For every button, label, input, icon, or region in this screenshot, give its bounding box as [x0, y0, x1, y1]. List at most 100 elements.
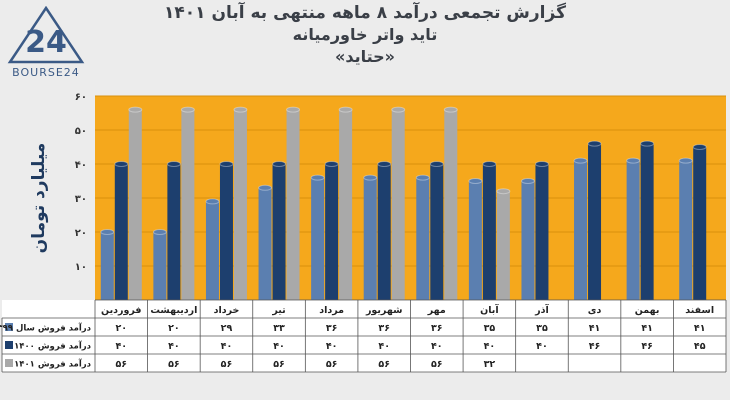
bar-cap-2	[640, 140, 655, 147]
bar-2	[377, 164, 391, 300]
y-tick-label: ۴۰	[75, 160, 87, 171]
bar-1	[311, 177, 325, 300]
chart-titles: گزارش تجمعی درآمد ۸ ماهه منتهی به آبان ۱…	[0, 2, 730, 68]
legend-swatch-1	[5, 323, 13, 331]
bar-cap-1	[100, 229, 115, 235]
bar-3	[181, 109, 195, 300]
bar-cap-1	[310, 174, 325, 181]
data-label: ۵۶	[326, 359, 338, 370]
y-tick-label: ۶۰	[75, 92, 87, 103]
bar-cap-1	[205, 198, 220, 205]
bar-1	[521, 181, 535, 300]
data-label: ۴۱	[641, 323, 653, 334]
bar-cap-2	[429, 161, 444, 167]
data-label: ۴۰	[484, 341, 496, 352]
chart-subtitle-company: تاید واتر خاورمیانه	[292, 25, 438, 44]
data-label: ۵۶	[115, 359, 127, 370]
data-label: ۴۰	[221, 341, 233, 352]
bar-1	[153, 232, 167, 300]
logo-triangle-icon	[7, 6, 85, 64]
x-tick-label: مرداد	[319, 305, 344, 316]
y-tick-label: ۱۰	[75, 262, 87, 273]
bar-2	[325, 164, 339, 300]
bar-cap-2	[587, 140, 602, 147]
logo-text: BOURSE24	[12, 66, 80, 78]
bar-cap-3	[128, 106, 143, 113]
data-label: ۴۱	[694, 323, 706, 334]
x-tick-label: اسفند	[685, 305, 714, 316]
bar-cap-1	[468, 178, 483, 184]
bar-2	[430, 164, 444, 300]
data-label: ۴۰	[431, 341, 443, 352]
data-label: ۵۶	[273, 359, 285, 370]
bar-cap-3	[286, 106, 301, 113]
bar-cap-2	[534, 161, 549, 167]
bar-2	[693, 147, 707, 300]
bar-cap-1	[363, 174, 378, 181]
bar-3	[496, 191, 510, 300]
bar-1	[626, 160, 640, 300]
x-tick-label: آبان	[480, 303, 499, 316]
bar-cap-3	[391, 106, 406, 113]
data-label: ۴۱	[589, 323, 601, 334]
data-label: ۵۶	[378, 359, 390, 370]
bar-2	[588, 143, 602, 300]
bar-1	[574, 160, 588, 300]
data-label: ۴۰	[326, 341, 338, 352]
bar-2	[272, 164, 286, 300]
bourse24-logo: 24 BOURSE24	[7, 6, 85, 78]
x-tick-label: خرداد	[214, 305, 240, 316]
data-label: ۳۵	[484, 323, 496, 334]
data-label: ۵۶	[168, 359, 180, 370]
bar-2	[482, 164, 496, 300]
data-label: ۴۵	[694, 341, 706, 352]
bar-cap-3	[496, 188, 511, 195]
data-label: ۴۰	[536, 341, 548, 352]
data-label: ۳۶	[326, 323, 338, 334]
data-label: ۴۰	[168, 341, 180, 352]
bar-1	[205, 201, 219, 300]
bar-cap-1	[678, 157, 693, 164]
bar-cap-3	[233, 106, 248, 113]
x-tick-label: مهر	[427, 305, 446, 316]
legend-label: درآمد فروش ۱۴۰۰	[14, 340, 92, 352]
bar-1	[416, 177, 430, 300]
data-label: ۴۰	[115, 341, 127, 352]
data-label: ۳۶	[378, 323, 390, 334]
bar-2	[535, 164, 549, 300]
bar-cap-3	[443, 106, 458, 113]
legend-label: درآمد فروش ۱۴۰۱	[14, 358, 92, 370]
bar-3	[339, 109, 353, 300]
x-tick-label: اردیبهشت	[150, 305, 197, 316]
data-label: ۳۵	[536, 323, 548, 334]
bar-1	[679, 160, 693, 300]
bar-2	[640, 143, 654, 300]
data-label: ۴۶	[589, 341, 601, 352]
bar-cap-1	[258, 184, 273, 191]
y-tick-label: ۵۰	[75, 126, 87, 137]
bar-2	[167, 164, 181, 300]
bar-cap-1	[626, 157, 641, 164]
bar-cap-1	[415, 174, 430, 181]
bar-2	[114, 164, 128, 300]
bar-1	[363, 177, 377, 300]
data-label: ۳۳	[273, 323, 285, 334]
bar-cap-2	[482, 161, 497, 167]
bar-cap-2	[377, 161, 392, 167]
bar-cap-2	[166, 161, 181, 167]
bar-1	[258, 187, 272, 300]
data-label: ۲۹	[221, 323, 233, 334]
x-tick-label: بهمن	[635, 305, 660, 316]
bar-cap-2	[692, 144, 707, 150]
bar-cap-3	[180, 106, 195, 113]
bar-3	[233, 109, 247, 300]
data-label: ۴۰	[273, 341, 285, 352]
bar-cap-2	[114, 161, 129, 167]
chart-subtitle-ticker: «حتاید»	[335, 47, 395, 66]
bar-cap-1	[573, 157, 588, 164]
bar-1	[100, 232, 114, 300]
bar-cap-2	[272, 161, 287, 167]
data-label: ۳۲	[484, 359, 496, 370]
bar-1	[468, 181, 482, 300]
x-tick-label: آذر	[534, 303, 549, 316]
